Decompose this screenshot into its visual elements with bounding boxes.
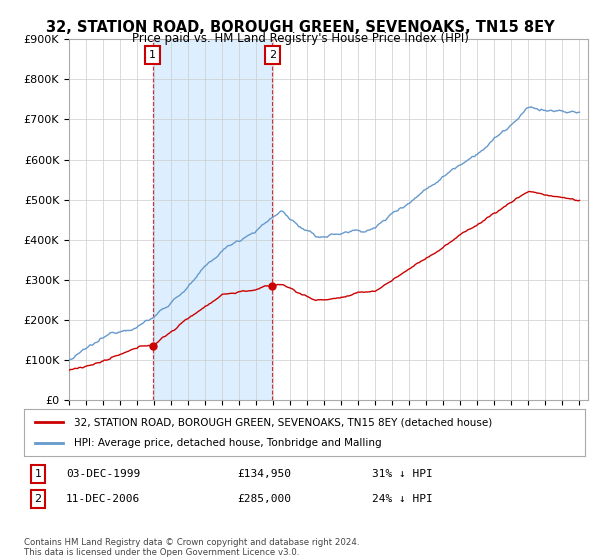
- Text: HPI: Average price, detached house, Tonbridge and Malling: HPI: Average price, detached house, Tonb…: [74, 438, 382, 448]
- Text: 11-DEC-2006: 11-DEC-2006: [66, 494, 140, 504]
- Text: 2: 2: [34, 494, 41, 504]
- Text: £134,950: £134,950: [237, 469, 291, 479]
- Text: Price paid vs. HM Land Registry's House Price Index (HPI): Price paid vs. HM Land Registry's House …: [131, 32, 469, 45]
- Text: 24% ↓ HPI: 24% ↓ HPI: [372, 494, 433, 504]
- Text: 31% ↓ HPI: 31% ↓ HPI: [372, 469, 433, 479]
- Text: £285,000: £285,000: [237, 494, 291, 504]
- Text: 03-DEC-1999: 03-DEC-1999: [66, 469, 140, 479]
- Text: 1: 1: [35, 469, 41, 479]
- Bar: [153, 39, 272, 400]
- Text: Contains HM Land Registry data © Crown copyright and database right 2024.
This d: Contains HM Land Registry data © Crown c…: [24, 538, 359, 557]
- Text: 2: 2: [269, 50, 276, 60]
- Text: 32, STATION ROAD, BOROUGH GREEN, SEVENOAKS, TN15 8EY (detached house): 32, STATION ROAD, BOROUGH GREEN, SEVENOA…: [74, 417, 493, 427]
- Text: 1: 1: [149, 50, 156, 60]
- Text: 32, STATION ROAD, BOROUGH GREEN, SEVENOAKS, TN15 8EY: 32, STATION ROAD, BOROUGH GREEN, SEVENOA…: [46, 20, 554, 35]
